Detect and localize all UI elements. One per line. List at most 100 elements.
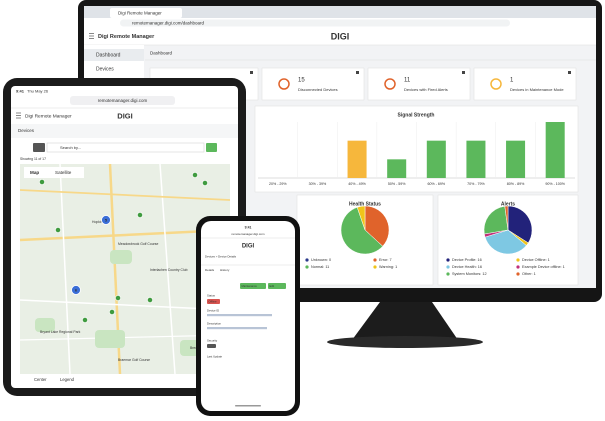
x-tick-label: 30% - 39% — [309, 182, 327, 186]
phone-url[interactable]: remotemanager.digi.com — [231, 232, 265, 236]
phone-home-indicator — [235, 405, 261, 407]
map-pin[interactable] — [202, 180, 208, 186]
security-badge — [207, 344, 216, 348]
card — [367, 67, 471, 101]
sidebar-item[interactable]: Devices — [96, 66, 114, 72]
tablet-url[interactable]: remotemanager.digi.com — [98, 98, 148, 103]
legend-label: Device Health: 16 — [452, 265, 482, 269]
map-footer-button[interactable]: Center — [34, 377, 47, 382]
map-label: Meadowbrook Golf Course — [118, 242, 158, 246]
pie-slice — [484, 229, 527, 255]
chart-title: Signal Strength — [398, 112, 435, 118]
app-header — [84, 28, 596, 45]
map-park — [110, 250, 132, 264]
monitor-base — [327, 336, 483, 348]
map-tab-bar — [24, 167, 84, 178]
legend-swatch — [516, 265, 520, 269]
map-footer-button[interactable]: Legend — [60, 377, 75, 382]
bar — [347, 140, 367, 178]
field-value — [207, 327, 267, 330]
legend-swatch — [446, 258, 450, 262]
field-label: Device ID — [207, 309, 219, 313]
phone-tab[interactable]: Details — [205, 268, 215, 272]
map-park — [95, 330, 125, 348]
card-label: Devices with Fired Alerts — [404, 87, 448, 92]
map-pin[interactable] — [55, 227, 61, 233]
page-title: Dashboard — [150, 51, 173, 56]
app-title: Digi Remote Manager — [98, 34, 155, 40]
legend-label: Unknown: 0 — [311, 258, 331, 262]
map-pin[interactable] — [147, 297, 153, 303]
field-label: Description — [207, 322, 221, 326]
map-pin[interactable] — [137, 212, 143, 218]
field-label: Last Update — [207, 355, 223, 359]
bar — [466, 140, 486, 178]
cluster-count: 5 — [105, 217, 108, 222]
map-pin[interactable] — [109, 309, 115, 315]
phone-button — [268, 283, 286, 289]
phone-button-label[interactable]: Edit — [270, 284, 275, 288]
field-label: Security — [207, 339, 218, 343]
legend-swatch — [305, 258, 309, 262]
download-icon — [462, 71, 465, 74]
url-field — [120, 19, 510, 27]
map-tab[interactable]: Map — [30, 170, 39, 175]
phone-time: 9:41 — [245, 225, 252, 229]
x-tick-label: 90% - 100% — [545, 182, 565, 186]
card — [261, 67, 365, 101]
legend-swatch — [446, 265, 450, 269]
map-label: Bryant Lake Regional Park — [40, 330, 81, 334]
legend-label: Device Offline: 1 — [522, 258, 550, 262]
map-pin[interactable] — [115, 295, 121, 301]
x-tick-label: 80% - 89% — [507, 182, 525, 186]
card-label: Devices in Maintenance Mode — [510, 87, 564, 92]
logo: DIGI — [331, 31, 350, 41]
map-cluster[interactable] — [71, 285, 81, 295]
pie-slice — [364, 205, 390, 247]
breadcrumb: Devices > Device Details — [205, 255, 237, 259]
map-pin[interactable] — [82, 317, 88, 323]
card-value: 15 — [298, 78, 305, 84]
map-tab[interactable]: Satellite — [55, 170, 72, 175]
phone-tab[interactable]: History — [220, 268, 230, 272]
browser-tab-title[interactable]: Digi Remote Manager — [118, 11, 162, 16]
monitor-neck — [352, 302, 458, 340]
phone-button-label[interactable]: Maintenance — [242, 284, 258, 288]
chart-title: Health Status — [349, 201, 381, 207]
map-pin[interactable] — [39, 179, 45, 185]
x-tick-label: 70% - 79% — [467, 182, 485, 186]
card-value: 11 — [404, 78, 411, 84]
map-pin[interactable] — [192, 172, 198, 178]
legend-label: Normal: 11 — [311, 265, 329, 269]
map-road — [19, 189, 231, 201]
map-road — [159, 163, 176, 375]
card — [473, 67, 577, 101]
legend-swatch — [373, 258, 377, 262]
legend-label: Warning: 1 — [379, 265, 397, 269]
map-cluster[interactable] — [101, 215, 111, 225]
download-icon — [568, 71, 571, 74]
search-button — [206, 143, 217, 152]
map-label: Hopkins — [92, 220, 105, 224]
x-tick-label: 40% - 49% — [348, 182, 366, 186]
search-placeholder[interactable]: Search by... — [60, 145, 81, 150]
cluster-count: 6 — [75, 287, 78, 292]
browser-tab — [110, 8, 182, 18]
sidebar-item[interactable]: Dashboard — [96, 52, 121, 58]
sidebar-active — [84, 49, 144, 61]
tablet-logo: DIGI — [117, 111, 132, 120]
field-value — [207, 314, 272, 317]
pie-slice — [504, 205, 509, 231]
legend-swatch — [446, 272, 450, 276]
map-label: Interlachen Country Club — [150, 268, 188, 272]
x-tick-label: 60% - 69% — [428, 182, 446, 186]
filter-button — [33, 143, 45, 152]
card-icon — [384, 78, 396, 90]
pie-slice — [356, 205, 366, 231]
card-icon — [278, 78, 290, 90]
legend-label: Example Device offline: 1 — [522, 265, 565, 269]
tablet-url-field — [70, 96, 175, 105]
bar — [426, 140, 446, 178]
url-text[interactable]: remotemanager.digi.com/dashboard — [132, 20, 205, 25]
phone-button — [240, 283, 266, 289]
